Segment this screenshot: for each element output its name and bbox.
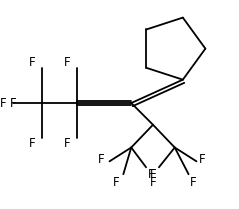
Text: F: F: [29, 56, 36, 69]
Text: F: F: [29, 137, 36, 150]
Text: F: F: [98, 153, 105, 166]
Text: F: F: [148, 168, 154, 181]
Text: F: F: [0, 97, 6, 110]
Text: F: F: [190, 176, 197, 189]
Text: F: F: [64, 56, 70, 69]
Text: F: F: [64, 137, 70, 150]
Text: F: F: [150, 176, 156, 189]
Text: F: F: [10, 97, 17, 110]
Text: F: F: [199, 153, 206, 166]
Text: F: F: [150, 168, 156, 181]
Text: F: F: [113, 176, 120, 189]
